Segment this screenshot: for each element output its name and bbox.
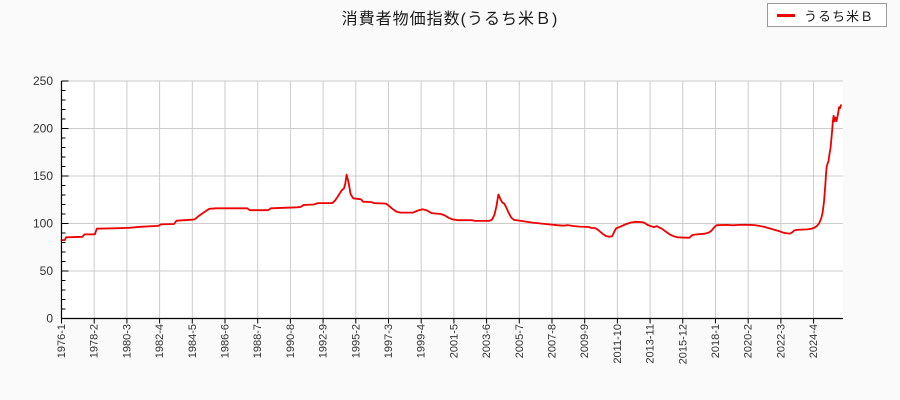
- x-tick-label: 2003-6: [481, 324, 493, 358]
- x-tick-label: 2024-4: [808, 324, 820, 358]
- x-tick-label: 2022-3: [775, 324, 787, 358]
- x-tick-label: 1997-3: [383, 324, 395, 358]
- legend-line-sample-icon: [776, 13, 795, 17]
- x-tick-label: 1984-5: [187, 324, 199, 358]
- x-tick-label: 2009-9: [579, 324, 591, 358]
- x-tick-label: 1976-1: [56, 324, 68, 358]
- x-tick-label: 1988-7: [252, 324, 264, 358]
- legend-label: うるち米Ｂ: [803, 8, 874, 24]
- y-tick-label: 150: [33, 169, 53, 183]
- x-tick-label: 2005-7: [514, 324, 526, 358]
- x-tick-label: 1982-4: [154, 324, 166, 358]
- x-tick-label: 2020-2: [743, 324, 755, 358]
- x-tick-label: 1992-9: [318, 324, 330, 358]
- x-tick-label: 1986-6: [219, 324, 231, 358]
- y-tick-label: 0: [46, 312, 53, 326]
- x-tick-label: 2015-12: [677, 324, 689, 364]
- y-tick-label: 50: [40, 264, 54, 278]
- legend: うるち米Ｂ: [766, 3, 887, 27]
- x-tick-label: 1999-4: [416, 324, 428, 358]
- x-tick-label: 2013-11: [645, 324, 657, 364]
- x-tick-label: 2018-1: [710, 324, 722, 358]
- x-tick-label: 2011-10: [612, 324, 624, 364]
- x-tick-label: 1978-2: [89, 324, 101, 358]
- y-tick-label: 100: [33, 217, 53, 231]
- x-tick-label: 2001-5: [448, 324, 460, 358]
- x-tick-label: 1990-8: [285, 324, 297, 358]
- y-tick-label: 200: [33, 122, 53, 136]
- chart-title: 消費者物価指数(うるち米Ｂ): [341, 11, 559, 28]
- y-tick-label: 250: [33, 74, 53, 88]
- x-tick-label: 1980-3: [121, 324, 133, 358]
- x-tick-label: 2007-8: [546, 324, 558, 358]
- x-tick-label: 1995-2: [350, 324, 362, 358]
